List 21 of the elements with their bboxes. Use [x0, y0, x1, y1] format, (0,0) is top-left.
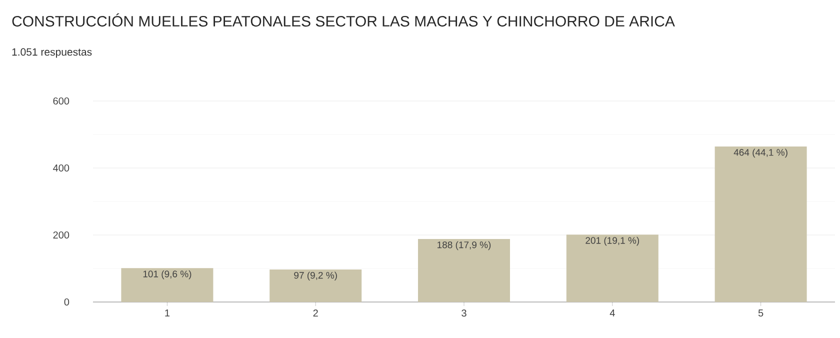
y-tick-label: 0 [64, 298, 70, 306]
bar [714, 146, 807, 302]
y-tick-label: 400 [53, 164, 70, 172]
x-tick-label: 4 [610, 310, 615, 316]
bar [270, 270, 362, 302]
x-tick-label: 2 [313, 310, 318, 317]
y-tick-label: 600 [53, 97, 70, 105]
chart-subtitle: 1.051 respuestas [12, 48, 92, 58]
x-tick-label: 5 [758, 310, 764, 317]
bar [566, 234, 658, 302]
data-label: 101 (9,6 %) [143, 270, 192, 280]
chart-title: CONSTRUCCIÓN MUELLES PEATONALES SECTOR LAS MACHAS Y CHINCHORRO DE ARICA [12, 13, 675, 27]
data-label: 464 (44,1 %) [734, 148, 788, 158]
x-tick-label: 1 [165, 310, 170, 316]
x-tick-label: 3 [462, 310, 466, 317]
data-label: 201 (19,1 %) [586, 236, 639, 246]
data-label: 188 (17,9 %) [438, 241, 491, 250]
bar [418, 239, 510, 302]
bar [121, 268, 214, 302]
data-label: 97 (9,2 %) [294, 272, 337, 281]
y-tick-label: 200 [53, 231, 70, 239]
